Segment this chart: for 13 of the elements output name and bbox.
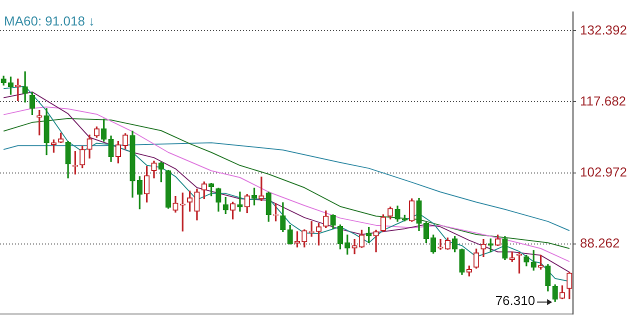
y-tick-label: 132.392 [580,22,627,38]
candlestick [308,221,314,237]
annotation: 76.310 [495,293,536,308]
y-tick-label: 88.262 [580,235,620,250]
annotation: MA60: 91.018 ↓ [4,13,96,28]
candlestick [352,238,358,254]
candlestick [237,192,243,212]
candlestick [373,230,379,252]
y-tick-label: 102.972 [580,164,627,180]
candlestick [22,71,28,102]
candlestick [438,238,444,250]
y-tick-label: 117.682 [580,93,626,108]
candlestick [258,176,264,202]
